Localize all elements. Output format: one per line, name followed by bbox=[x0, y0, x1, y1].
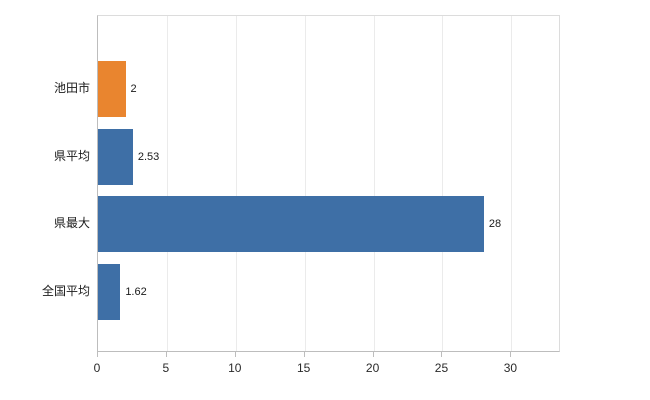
gridline-x-20 bbox=[373, 16, 375, 351]
bar-県平均 bbox=[98, 128, 133, 185]
x-axis-tick-25 bbox=[441, 352, 443, 357]
category-label-県平均: 県平均 bbox=[53, 148, 90, 163]
x-axis-tick-15 bbox=[303, 352, 305, 357]
value-label-池田市: 2 bbox=[130, 83, 137, 95]
x-axis-tick-label-25: 25 bbox=[434, 361, 449, 375]
x-axis-tick-20 bbox=[372, 352, 374, 357]
bar-全国平均 bbox=[98, 263, 121, 320]
x-axis-tick-label-0: 0 bbox=[93, 361, 101, 375]
bar-池田市 bbox=[98, 61, 126, 117]
bar-県最大 bbox=[98, 196, 484, 252]
x-axis-tick-label-20: 20 bbox=[365, 361, 380, 375]
category-label-県最大: 県最大 bbox=[53, 216, 90, 230]
x-axis-tick-label-5: 5 bbox=[162, 361, 170, 375]
category-label-池田市: 池田市 bbox=[53, 81, 90, 95]
gridline-x-15 bbox=[304, 16, 306, 351]
category-label-全国平均: 全国平均 bbox=[41, 283, 90, 298]
x-axis-tick-0 bbox=[97, 352, 98, 357]
gridline-x-30 bbox=[511, 16, 513, 351]
value-label-県最大: 28 bbox=[488, 218, 502, 230]
gridline-x-5 bbox=[166, 16, 168, 351]
x-axis-tick-label-30: 30 bbox=[503, 361, 518, 375]
value-label-全国平均: 1.62 bbox=[125, 285, 147, 298]
x-axis-tick-10 bbox=[234, 352, 236, 357]
x-axis-tick-5 bbox=[165, 352, 167, 357]
x-axis-tick-label-10: 10 bbox=[228, 361, 242, 375]
gridline-x-10 bbox=[235, 16, 237, 351]
gridline-x-25 bbox=[442, 16, 444, 351]
value-label-県平均: 2.53 bbox=[137, 150, 160, 163]
x-axis-tick-label-15: 15 bbox=[297, 361, 311, 375]
plot-area: 2 2.53 28 1.62 bbox=[97, 15, 560, 352]
x-axis-tick-30 bbox=[510, 352, 512, 357]
